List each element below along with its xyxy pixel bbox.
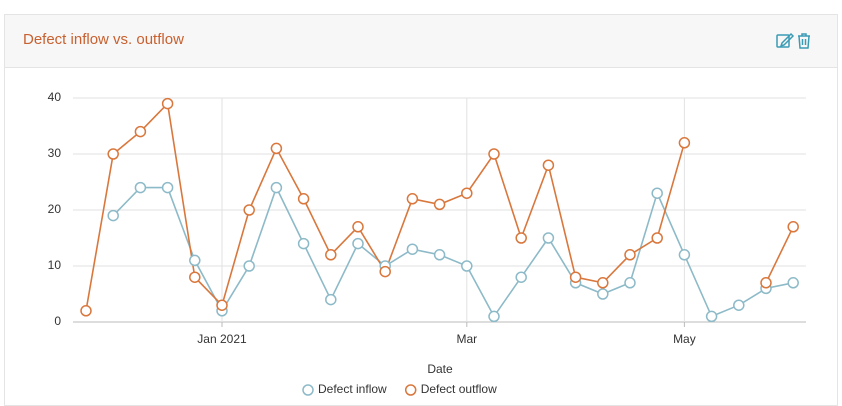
data-point [678,137,691,149]
legend-label: Defect inflow [318,382,387,396]
data-point [515,271,527,283]
data-point [107,148,119,160]
x-tick-label: Jan 2021 [197,332,247,346]
legend-label: Defect outflow [421,382,497,396]
y-tick-label: 0 [54,314,61,328]
data-point [161,181,174,194]
y-tick-label: 30 [48,146,62,160]
widget-header: Defect inflow vs. outflow [5,15,837,68]
x-tick-label: May [673,332,696,346]
data-point [651,187,663,199]
data-point [270,181,283,194]
series-line [765,226,794,284]
data-point [705,310,718,323]
widget-actions [775,31,815,56]
data-point [379,265,391,278]
data-point [134,181,147,194]
data-point [624,249,636,261]
x-axis-title: Date [427,362,453,376]
data-point [461,260,473,272]
data-point [787,277,799,289]
data-point [569,271,582,283]
action-icons [776,32,810,49]
delete-icon[interactable] [798,33,810,49]
data-point [651,232,663,244]
widget-title: Defect inflow vs. outflow [23,31,184,48]
data-point [624,277,636,289]
data-point [243,204,255,216]
data-point [107,209,119,222]
data-point [515,232,527,244]
data-point [270,142,283,155]
data-point [542,159,555,171]
data-point [352,221,364,233]
edit-icon[interactable] [776,32,795,48]
data-point [189,271,201,283]
data-point [760,277,772,289]
data-point [161,97,174,110]
data-point [597,288,609,300]
data-point [542,232,555,244]
data-point [787,221,799,233]
y-tick-label: 20 [48,202,62,216]
data-point [433,198,446,211]
data-point [243,260,255,272]
legend-marker [302,384,314,396]
data-point [597,277,609,289]
x-tick-label: Mar [456,332,477,346]
y-tick-label: 10 [48,258,62,272]
data-point [406,243,419,255]
data-point [352,237,364,250]
data-point [297,193,310,205]
data-point [733,299,745,311]
data-point [189,254,201,267]
data-point [488,310,500,323]
y-tick-label: 40 [48,90,62,104]
data-point [488,148,500,160]
legend-marker [404,384,417,396]
data-point [134,125,147,138]
data-point [325,293,337,306]
data-point [433,249,446,261]
data-point [461,187,473,199]
data-point [678,249,691,261]
data-point [406,193,419,205]
data-point [80,305,92,317]
data-point [297,237,310,250]
data-point [325,249,337,261]
data-point [216,299,228,311]
